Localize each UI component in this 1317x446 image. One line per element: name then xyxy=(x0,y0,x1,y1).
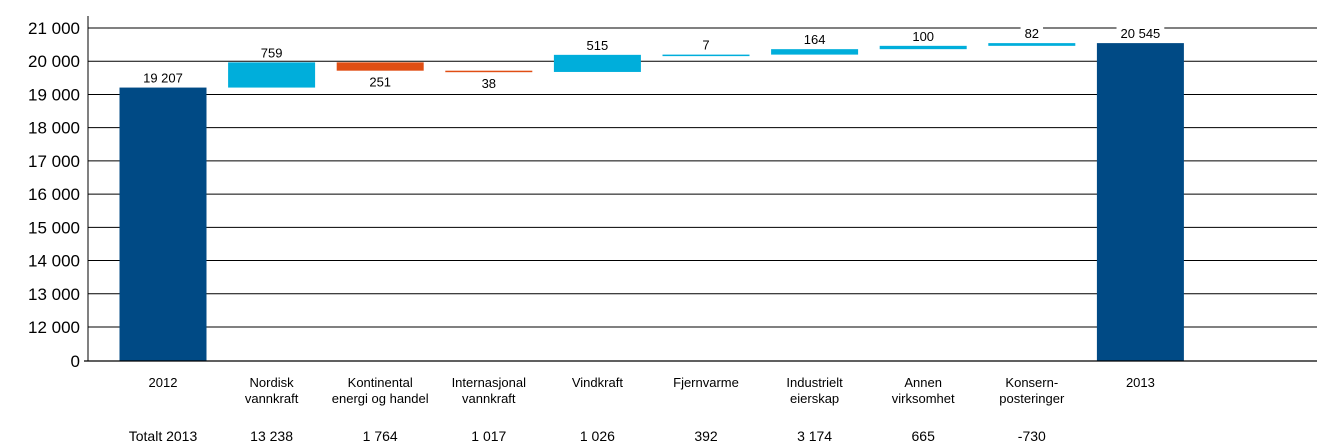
y-tick-label-4: 15 000 xyxy=(28,218,80,237)
data-label-9: 20 545 xyxy=(1121,26,1161,41)
data-label-bg-4 xyxy=(582,37,613,53)
bar-4 xyxy=(553,54,641,72)
y-tick-label-1: 12 000 xyxy=(28,318,80,337)
category-label-1-1: vannkraft xyxy=(245,391,299,406)
data-label-bg-5 xyxy=(698,37,714,53)
category-label-3-0: Internasjonal xyxy=(452,375,527,390)
bar-2 xyxy=(336,62,424,71)
data-label-bg-7 xyxy=(908,28,939,44)
data-label-8: 82 xyxy=(1025,26,1039,41)
category-label-9-0: 2013 xyxy=(1126,375,1155,390)
bar-5 xyxy=(662,54,750,57)
y-tick-label-7: 18 000 xyxy=(28,119,80,138)
data-label-3: 38 xyxy=(482,76,496,91)
bar-6 xyxy=(771,49,859,55)
category-label-8-1: posteringer xyxy=(999,391,1065,406)
category-label-5-0: Fjernvarme xyxy=(673,375,739,390)
bar-0 xyxy=(119,87,207,361)
category-label-8-0: Konsern- xyxy=(1005,375,1058,390)
category-label-1-0: Nordisk xyxy=(250,375,295,390)
data-label-7: 100 xyxy=(912,29,934,44)
category-label-6-0: Industrielt xyxy=(786,375,843,390)
data-label-bg-2 xyxy=(365,74,396,90)
y-tick-label-6: 17 000 xyxy=(28,152,80,171)
totals-row-value-6: 3 174 xyxy=(797,428,832,444)
y-tick-label-0: 0 xyxy=(71,352,80,371)
data-label-1: 759 xyxy=(261,45,283,60)
data-label-2: 251 xyxy=(369,75,391,90)
data-label-0: 19 207 xyxy=(143,71,183,86)
y-tick-label-5: 16 000 xyxy=(28,185,80,204)
totals-row-value-1: 13 238 xyxy=(250,428,293,444)
bar-7 xyxy=(879,45,967,50)
bar-3 xyxy=(445,70,533,73)
y-tick-label-9: 20 000 xyxy=(28,52,80,71)
category-label-0-0: 2012 xyxy=(149,375,178,390)
data-label-5: 7 xyxy=(702,38,709,53)
data-label-bg-8 xyxy=(1020,26,1044,42)
data-label-bg-3 xyxy=(477,75,501,91)
y-tick-label-10: 21 000 xyxy=(28,19,80,38)
bar-1 xyxy=(228,62,316,88)
y-tick-label-3: 14 000 xyxy=(28,252,80,271)
data-label-bg-1 xyxy=(256,45,287,61)
data-label-bg-9 xyxy=(1116,26,1165,42)
totals-row-value-0: Totalt 2013 xyxy=(129,428,198,444)
category-label-4-0: Vindkraft xyxy=(572,375,623,390)
totals-row-value-3: 1 017 xyxy=(471,428,506,444)
totals-row-value-7: 665 xyxy=(912,428,936,444)
totals-row-value-5: 392 xyxy=(694,428,718,444)
y-tick-label-2: 13 000 xyxy=(28,285,80,304)
data-label-bg-6 xyxy=(799,32,830,48)
category-label-7-0: Annen xyxy=(904,375,942,390)
category-label-2-1: energi og handel xyxy=(332,391,429,406)
bar-9 xyxy=(1096,43,1184,361)
y-tick-label-8: 19 000 xyxy=(28,85,80,104)
data-label-6: 164 xyxy=(804,32,826,47)
totals-row-value-4: 1 026 xyxy=(580,428,615,444)
data-label-4: 515 xyxy=(587,38,609,53)
bar-8 xyxy=(988,43,1076,46)
data-label-bg-0 xyxy=(139,70,187,86)
category-label-6-1: eierskap xyxy=(790,391,839,406)
category-label-2-0: Kontinental xyxy=(348,375,413,390)
category-label-7-1: virksomhet xyxy=(892,391,955,406)
totals-row-value-8: -730 xyxy=(1018,428,1046,444)
totals-row-value-2: 1 764 xyxy=(363,428,398,444)
category-label-3-1: vannkraft xyxy=(462,391,516,406)
